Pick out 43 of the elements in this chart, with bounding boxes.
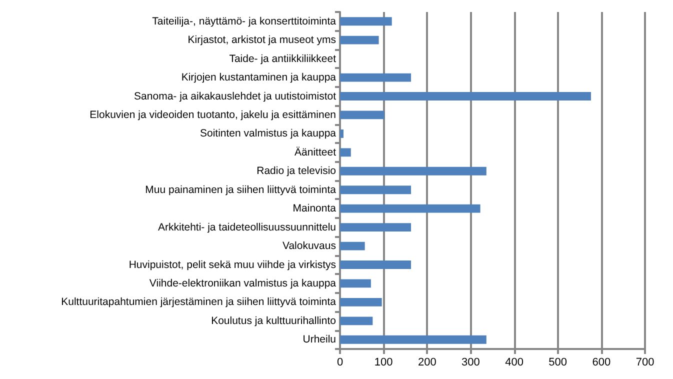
bar: [340, 335, 486, 344]
bar: [340, 186, 412, 194]
bar: [340, 223, 412, 232]
x-tick-label: 400: [505, 356, 524, 368]
y-tick-label: Huvipuistot, pelit sekä muu viihde ja virkistys: [128, 258, 336, 271]
bar: [340, 166, 486, 176]
x-tick-label: 100: [374, 356, 393, 368]
y-tick-label: Kirjojen kustantaminen ja kauppa: [181, 72, 336, 84]
y-tick-label: Urheilu: [302, 334, 336, 346]
x-tick-label: 0: [336, 356, 344, 368]
bar: [340, 36, 379, 44]
y-tick-label: Valokuvaus: [282, 240, 336, 252]
y-tick-label: Kulttuuritapahtumien järjestäminen ja siihen liittyvä toiminta: [61, 296, 336, 308]
y-tick-label: Muu painaminen ja siihen liittyvä toiminta: [145, 184, 336, 196]
bar: [340, 148, 351, 157]
x-tick-label: 200: [418, 356, 436, 368]
bar: [340, 73, 412, 82]
bar: [340, 92, 591, 100]
bar: [340, 316, 373, 326]
bar: [340, 204, 480, 213]
bar: [340, 298, 382, 306]
y-tick-label: Koulutus ja kulttuurihallinto: [211, 314, 336, 327]
bar: [340, 17, 392, 26]
x-tick-label: 700: [636, 356, 654, 368]
y-tick-label: Elokuvien ja videoiden tuotanto, jakelu ja esittäminen: [90, 108, 336, 121]
y-tick-label: Viihde-elektroniikan valmistus ja kauppa: [149, 277, 336, 290]
bar: [340, 110, 384, 120]
y-tick-label: Mainonta: [292, 202, 336, 215]
x-tick-label: 300: [462, 356, 480, 368]
y-tick-label: Soitinten valmistus ja kauppa: [200, 128, 336, 140]
x-tick-label: 500: [548, 356, 568, 368]
y-tick-label: Kirjastot, arkistot ja museot yms: [188, 34, 336, 46]
y-tick-label: Taiteilija-, näyttämö- ja konserttitoiminta: [152, 15, 336, 28]
y-tick-label: Äänitteet: [294, 146, 336, 158]
bar: [340, 260, 412, 269]
x-tick-label: 600: [592, 356, 611, 368]
bar: [340, 242, 365, 250]
y-tick-label: Taide- ja antiikkiliikkeet: [229, 52, 336, 65]
y-tick-label: Arkkitehti- ja taideteollisuussuunnittelu: [158, 221, 336, 234]
bar: [340, 129, 344, 138]
bar: [340, 279, 371, 288]
y-tick-label: Sanoma- ja aikakauslehdet ja uutistoimistot: [134, 90, 336, 102]
y-tick-label: Radio ja televisio: [256, 165, 336, 178]
